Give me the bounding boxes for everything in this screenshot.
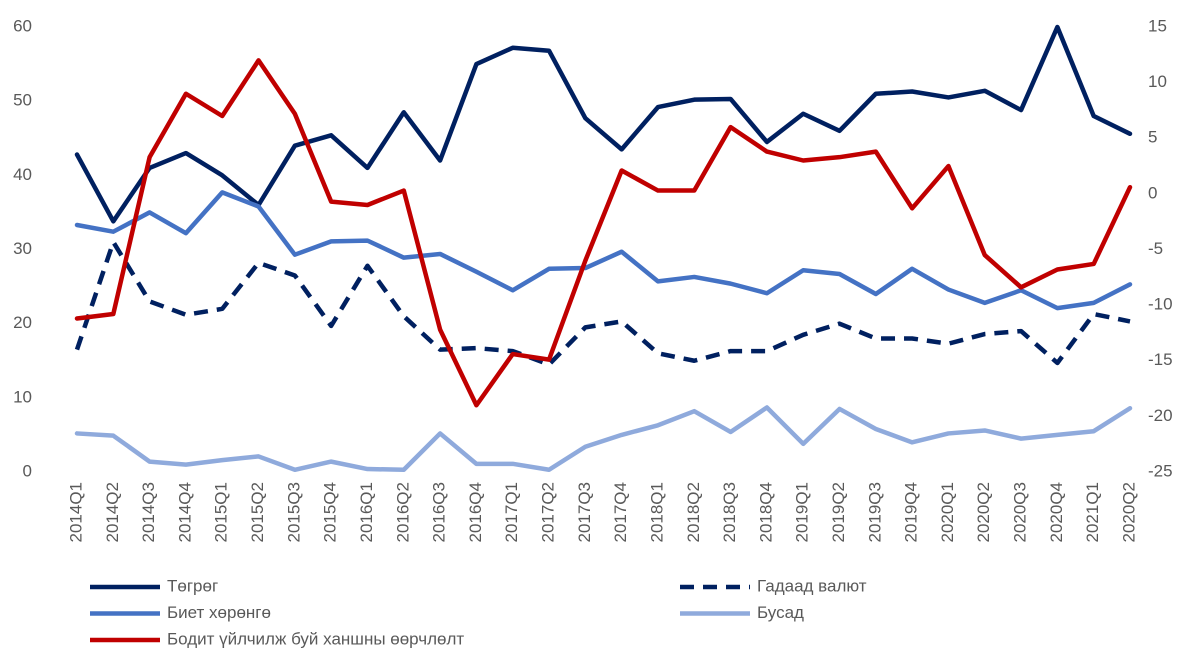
y-tick-label: 30 — [13, 239, 32, 258]
x-tick-label: 2019Q1 — [793, 482, 812, 543]
y2-tick-label: -10 — [1148, 295, 1173, 314]
x-tick-label: 2015Q4 — [321, 482, 340, 543]
y-tick-label: 60 — [13, 16, 32, 35]
x-tick-label: 2018Q3 — [720, 482, 739, 543]
legend-label: Бодит үйлчилж буй ханшны өөрчлөлт — [167, 629, 464, 648]
legend-label: Бусад — [757, 603, 804, 622]
x-tick-label: 2020Q2 — [974, 482, 993, 543]
y-tick-label: 10 — [13, 387, 32, 406]
x-tick-label: 2020Q1 — [938, 482, 957, 543]
y2-tick-label: 10 — [1148, 72, 1167, 91]
x-tick-label: 2018Q2 — [684, 482, 703, 543]
x-tick-label: 2021Q1 — [1083, 482, 1102, 543]
y2-tick-label: 5 — [1148, 128, 1157, 147]
x-tick-label: 2016Q4 — [466, 482, 485, 542]
x-tick-label: 2017Q3 — [575, 482, 594, 543]
series-line — [74, 24, 1133, 224]
x-tick-label: 2018Q1 — [647, 482, 666, 543]
y-tick-label: 20 — [13, 313, 32, 332]
x-tick-label: 2014Q4 — [175, 482, 194, 543]
series-line — [74, 239, 1131, 367]
y2-tick-label: -5 — [1148, 239, 1163, 258]
x-tick-label: 2019Q2 — [829, 482, 848, 543]
series-line — [74, 405, 1133, 473]
x-tick-label: 2016Q1 — [357, 482, 376, 543]
x-tick-label: 2014Q3 — [139, 482, 158, 543]
series-line — [74, 58, 1133, 408]
legend-label: Төгрөг — [167, 576, 218, 595]
legend-label: Гадаад валют — [757, 576, 867, 595]
y2-tick-label: -25 — [1148, 461, 1173, 480]
y2-tick-label: 0 — [1148, 183, 1157, 202]
y2-tick-label: -20 — [1148, 406, 1173, 425]
x-tick-label: 2015Q1 — [212, 482, 231, 543]
x-tick-label: 2017Q2 — [539, 482, 558, 543]
x-tick-label: 2016Q3 — [430, 482, 449, 543]
x-tick-label: 2020Q3 — [1011, 482, 1030, 543]
y-tick-label: 0 — [23, 461, 32, 480]
legend-label: Биет хөрөнгө — [167, 603, 271, 622]
y-tick-label: 40 — [13, 165, 32, 184]
x-tick-label: 2020Q4 — [1047, 482, 1066, 543]
x-tick-label: 2019Q3 — [865, 482, 884, 543]
y-tick-label: 50 — [13, 91, 32, 110]
x-tick-label: 2014Q1 — [66, 482, 85, 543]
x-tick-label: 2015Q3 — [284, 482, 303, 543]
x-tick-label: 2018Q4 — [756, 482, 775, 543]
y2-tick-label: -15 — [1148, 350, 1173, 369]
x-tick-label: 2014Q2 — [103, 482, 122, 543]
x-tick-label: 2017Q1 — [502, 482, 521, 543]
x-tick-label: 2019Q4 — [902, 482, 921, 543]
y2-tick-label: 15 — [1148, 16, 1167, 35]
x-tick-label: 2015Q2 — [248, 482, 267, 543]
x-tick-label: 2020Q2 — [1119, 482, 1138, 543]
x-tick-label: 2017Q4 — [611, 482, 630, 543]
series-line — [74, 190, 1133, 311]
x-tick-label: 2016Q2 — [393, 482, 412, 543]
